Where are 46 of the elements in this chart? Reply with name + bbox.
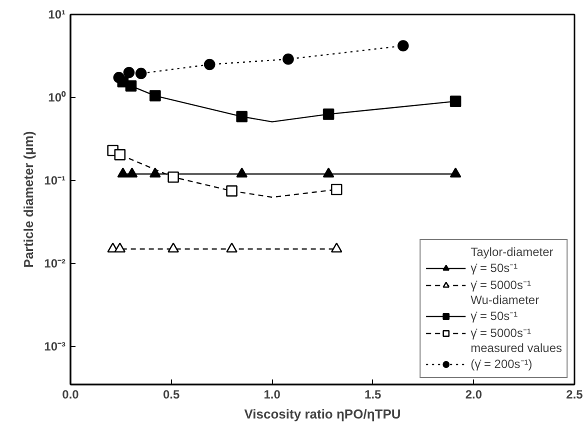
x-tick-label: 0.5 <box>162 388 180 402</box>
point <box>125 80 137 92</box>
annotation: Wu-diameter <box>470 293 540 307</box>
x-tick-label: 1.0 <box>264 388 281 402</box>
point <box>150 168 161 178</box>
legend-label: γ̇ = 5000s⁻¹ <box>470 325 531 341</box>
point <box>322 168 334 178</box>
legend-label: γ̇ = 50s⁻¹ <box>470 260 518 276</box>
point <box>330 242 342 253</box>
point <box>236 168 248 178</box>
point <box>450 168 462 178</box>
x-axis-title: Viscosity ratio ηPO/ηTPU <box>244 406 401 422</box>
point <box>135 68 147 80</box>
legend-label: (γ̇ = 200s⁻¹) <box>470 356 532 372</box>
point <box>226 242 238 253</box>
point <box>113 72 125 84</box>
y-tick-label: 10⁻² <box>44 256 66 271</box>
y-axis-title: Particle diameter (μm) <box>21 131 36 268</box>
y-tick-label: 10¹ <box>48 8 66 22</box>
point <box>397 40 409 52</box>
x-tick-label: 2.5 <box>566 388 584 402</box>
annotation: measured values <box>470 341 562 355</box>
point <box>168 242 179 253</box>
y-tick-label: 10⁻³ <box>44 340 66 354</box>
point <box>322 108 334 120</box>
x-tick-label: 1.5 <box>364 388 382 402</box>
point <box>226 185 238 197</box>
point <box>117 168 129 178</box>
annotation: Taylor-diameter <box>470 245 554 259</box>
y-tick-label: 10⁻¹ <box>44 174 66 188</box>
point <box>150 90 161 102</box>
point <box>126 168 138 178</box>
point <box>236 110 248 122</box>
point <box>330 184 342 196</box>
point <box>168 171 179 183</box>
legend-label: γ̇ = 50s⁻¹ <box>470 308 518 324</box>
point <box>282 54 294 65</box>
point <box>204 58 216 70</box>
point <box>450 96 462 107</box>
x-tick-label: 0.0 <box>62 388 80 402</box>
y-tick-label: 10⁰ <box>48 90 66 105</box>
x-tick-label: 2.0 <box>465 388 482 402</box>
point <box>114 149 126 160</box>
point <box>123 66 135 78</box>
point <box>114 242 126 253</box>
legend-label: γ̇ = 5000s⁻¹ <box>470 277 531 293</box>
